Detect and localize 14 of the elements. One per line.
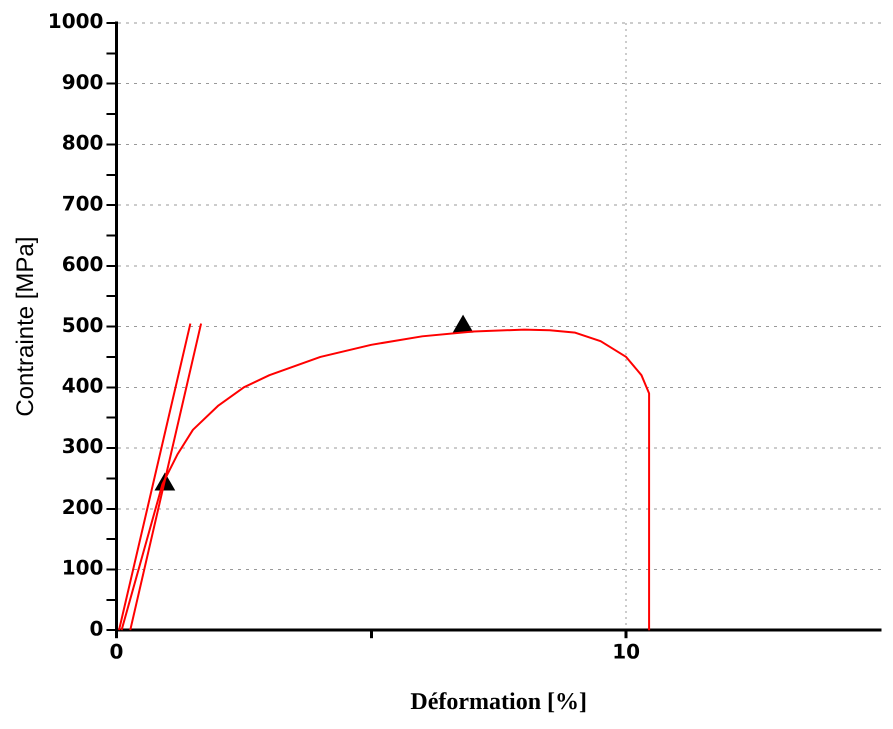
y-tick-label: 600 — [62, 252, 104, 276]
x-axis-title: Déformation [%] — [410, 688, 588, 715]
y-tick-label: 700 — [62, 191, 104, 216]
y-tick-label: 0 — [90, 616, 104, 640]
x-tick-label: 10 — [612, 639, 640, 664]
y-tick-label: 200 — [62, 494, 104, 519]
y-tick-label: 900 — [62, 70, 104, 94]
y-tick-label: 800 — [62, 130, 104, 155]
y-tick-label: 1000 — [48, 9, 104, 34]
y-tick-label: 100 — [62, 556, 104, 580]
y-axis-title: Contrainte [MPa] — [12, 236, 40, 417]
y-tick-label: 500 — [62, 312, 104, 337]
y-tick-label: 400 — [62, 374, 104, 398]
y-tick-label: 300 — [62, 434, 104, 458]
